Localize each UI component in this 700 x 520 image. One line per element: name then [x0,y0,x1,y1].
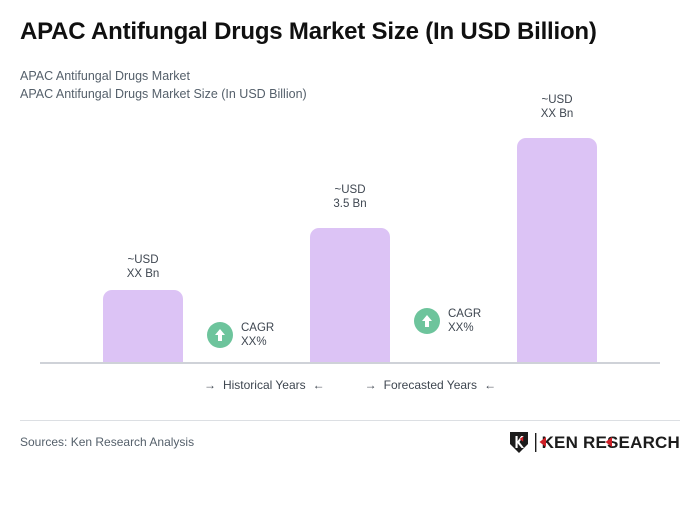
bar-label-line1: ~USD [334,184,366,196]
page-title: APAC Antifungal Drugs Market Size (In US… [20,18,597,45]
subtitle-market-size: APAC Antifungal Drugs Market Size (In US… [20,87,307,101]
cagr-label: CAGR [241,322,275,334]
arrow-left-icon: ← [312,378,325,392]
bar-label-line2: XX Bn [540,108,574,120]
subtitle-block: APAC Antifungal Drugs Market APAC Antifu… [20,67,307,103]
plot-area: ~USD XX Bn ~USD 3.5 Bn ~USD XX Bn CAGR X… [40,93,660,364]
period-legend: → Historical Years ← → Forecasted Years … [0,378,700,392]
bar-label-line2: XX Bn [126,268,160,280]
bar-label-line2: 3.5 Bn [333,198,367,210]
cagr-value: XX% [241,336,267,348]
cagr-circle-2 [414,308,440,334]
bar-forecasted-1 [517,138,597,362]
cagr-label: CAGR [448,308,482,320]
cagr-badge-1: CAGR XX% [207,321,274,349]
bar-historical-2 [310,228,390,362]
bar-label-historical-1: ~USD XX Bn [103,253,183,281]
legend-item-historical-years: → Historical Years ← [204,378,325,392]
logo-divider-icon [534,433,536,452]
sources-text: Sources: Ken Research Analysis [20,435,195,449]
legend-label-historical: Historical Years [222,378,306,392]
logo-red-accent-icon [539,437,612,447]
cagr-circle-1 [207,322,233,348]
arrow-right-icon: → [203,378,216,392]
arrow-right-icon: → [364,378,377,392]
bar-historical-1 [103,290,183,362]
bar-label-forecasted-1: ~USD XX Bn [517,93,597,121]
arrow-up-icon [215,329,225,341]
legend-label-forecasted: Forecasted Years [383,378,478,392]
cagr-badge-2: CAGR XX% [414,307,481,335]
bar-label-line1: ~USD [127,254,159,266]
legend-item-forecasted-years: → Forecasted Years ← [365,378,496,392]
bar-label-historical-2: ~USD 3.5 Bn [310,183,390,211]
bar-label-line1: ~USD [541,94,573,106]
arrow-left-icon: ← [484,378,497,392]
x-axis-line [40,362,660,364]
ken-research-shield-icon [509,432,528,453]
cagr-value: XX% [448,322,474,334]
footer-divider [20,420,680,421]
ken-research-logo: KEN RESEARCH [509,431,680,454]
cagr-text-1: CAGR XX% [241,321,274,349]
arrow-up-icon [422,315,432,327]
cagr-text-2: CAGR XX% [448,307,481,335]
subtitle-market-name: APAC Antifungal Drugs Market [20,69,190,83]
